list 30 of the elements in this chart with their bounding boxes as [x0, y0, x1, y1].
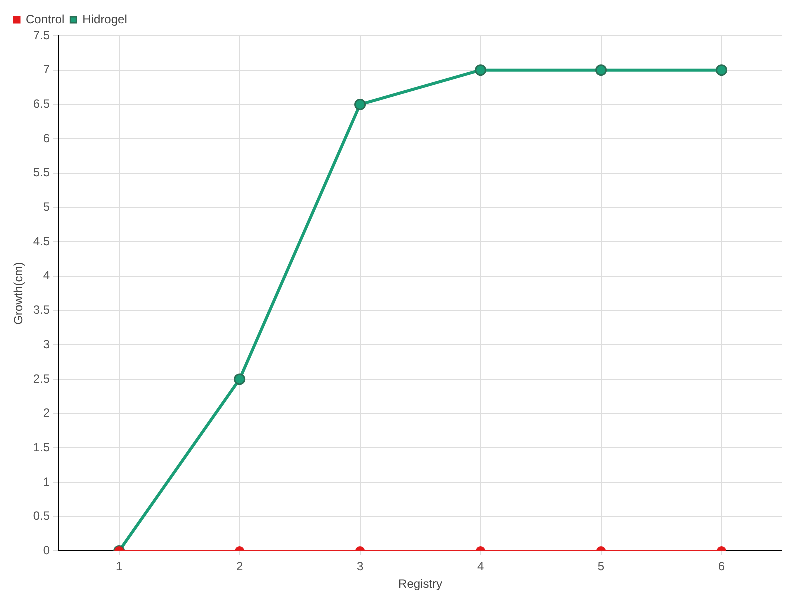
y-tick-label: 5.5 [33, 166, 50, 180]
y-tick-label: 6.5 [33, 97, 50, 112]
point [354, 98, 366, 110]
y-tick-label: 4 [43, 268, 50, 283]
y-tick-label: 2 [43, 406, 50, 420]
y-tick-label: 5 [43, 200, 50, 214]
point [475, 64, 487, 76]
y-tick-label: 0.5 [33, 509, 50, 524]
x-tick-label: 4 [477, 560, 484, 574]
x-tick-label: 5 [598, 560, 605, 574]
legend-label: Control [26, 12, 65, 26]
y-tick-label: 0 [43, 544, 50, 558]
legend-label: Hidrogel [82, 12, 128, 26]
point [716, 64, 728, 76]
y-tick-label: 3 [43, 337, 50, 352]
point [596, 64, 608, 76]
y-tick-label: 4.5 [33, 234, 50, 248]
x-tick-label: 6 [718, 560, 726, 574]
x-tick-label: 2 [236, 560, 244, 574]
y-tick-label: 3.5 [33, 303, 50, 318]
y-tick-label: 1.5 [33, 440, 50, 454]
y-tick-label: 6 [43, 131, 50, 146]
y-tick-label: 1 [43, 474, 50, 489]
y-tick-label: 2.5 [33, 372, 50, 386]
x-tick-label: 3 [356, 560, 364, 574]
y-tick-label: 7 [43, 62, 50, 77]
x-axis-title: Registry [398, 577, 443, 592]
y-tick-label: 7.5 [33, 28, 50, 42]
x-tick-label: 1 [116, 560, 123, 574]
y-axis-title: Growth(cm) [12, 262, 26, 325]
